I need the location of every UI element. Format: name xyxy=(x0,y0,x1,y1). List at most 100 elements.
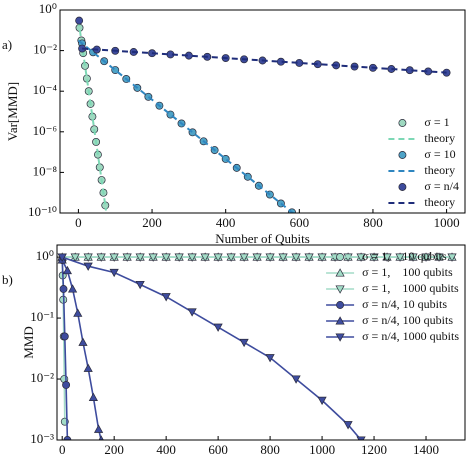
y-tick-label: 10⁻² xyxy=(33,42,57,57)
x-tick-label: 800 xyxy=(363,215,383,230)
marker xyxy=(60,332,69,341)
marker xyxy=(83,253,93,262)
marker xyxy=(265,354,275,363)
marker xyxy=(109,253,119,262)
y-tick-label: 10⁻¹⁰ xyxy=(28,204,57,219)
x-tick-label: 200 xyxy=(104,442,124,457)
marker xyxy=(135,253,145,262)
legend-marker xyxy=(398,183,407,191)
marker xyxy=(265,253,275,262)
legend-label: σ = 1, 100 qubits xyxy=(362,265,453,279)
axes-frame xyxy=(56,244,466,441)
y-tick-label: 10⁻³ xyxy=(30,431,54,446)
marker xyxy=(62,265,72,275)
legend-label: σ = n/4 xyxy=(424,179,459,193)
series-line xyxy=(61,259,102,440)
marker xyxy=(213,323,223,332)
marker xyxy=(421,253,431,262)
marker xyxy=(83,363,93,372)
legend-marker xyxy=(336,301,345,309)
marker xyxy=(434,253,444,262)
legend-label: σ = n/4, 100 qubits xyxy=(362,313,453,327)
panel: a) 0 200 400 600 800 1000 10⁰ 10⁻² 10⁻⁴ 10⁻⁶ 10⁻⁸ 10… xyxy=(2,1,466,246)
plot-area xyxy=(75,16,451,213)
legend-label: theory xyxy=(424,195,455,209)
marker xyxy=(278,253,288,262)
legend-marker xyxy=(335,268,345,277)
panel-label: a) xyxy=(2,37,12,52)
x-tick-label: 600 xyxy=(208,442,228,457)
x-tick-label: 0 xyxy=(75,215,82,230)
legend-marker xyxy=(335,316,345,325)
legend-label: σ = n/4, 1000 qubits xyxy=(362,329,459,343)
marker xyxy=(252,253,262,262)
plot-area xyxy=(57,252,457,440)
marker xyxy=(304,253,314,262)
marker xyxy=(356,253,366,262)
marker xyxy=(57,253,67,262)
legend: σ = 1 theory σ = 10 theory σ = n/4 theory xyxy=(388,115,459,209)
legend-label: σ = 1, 10 qubits xyxy=(362,249,447,263)
marker xyxy=(83,262,93,271)
marker xyxy=(447,253,457,262)
marker xyxy=(187,308,197,317)
marker xyxy=(291,253,301,262)
marker xyxy=(148,253,158,262)
marker xyxy=(239,253,249,262)
marker xyxy=(109,268,119,278)
axes-frame xyxy=(59,9,466,214)
legend-marker xyxy=(336,253,345,261)
x-tick-label: 1400 xyxy=(413,442,439,457)
series-line xyxy=(82,47,447,74)
marker xyxy=(369,253,379,262)
legend-label: theory xyxy=(424,131,455,145)
marker xyxy=(382,253,392,262)
marker xyxy=(356,436,366,440)
marker xyxy=(135,280,145,290)
legend-label: σ = 10 xyxy=(424,147,455,161)
marker xyxy=(161,253,171,262)
legend-marker xyxy=(398,119,407,127)
marker xyxy=(174,253,184,262)
marker xyxy=(59,285,68,293)
marker xyxy=(78,337,88,346)
marker xyxy=(317,253,327,262)
marker xyxy=(408,253,418,262)
y-tick-label: 10⁰ xyxy=(36,248,54,263)
marker xyxy=(93,424,104,433)
legend-marker xyxy=(335,285,345,294)
marker xyxy=(343,421,353,430)
marker xyxy=(200,253,210,262)
x-tick-label: 800 xyxy=(260,442,280,457)
y-tick-label: 10⁻⁶ xyxy=(33,123,57,138)
legend-label: σ = 1, 1000 qubits xyxy=(362,281,459,295)
legend-marker xyxy=(335,333,345,342)
y-tick-label: 10⁻² xyxy=(30,370,54,385)
marker xyxy=(88,392,98,401)
y-tick-label: 10⁻⁸ xyxy=(33,163,58,178)
marker xyxy=(96,253,106,262)
marker xyxy=(239,338,249,348)
x-tick-label: 1200 xyxy=(361,442,387,457)
x-tick-label: 0 xyxy=(59,442,66,457)
marker xyxy=(187,253,197,262)
panel-label: b) xyxy=(2,272,13,287)
y-tick-label: 10⁻¹ xyxy=(30,309,54,324)
y-axis-label: MMD xyxy=(21,326,36,359)
marker xyxy=(73,308,83,317)
marker xyxy=(70,253,80,262)
x-tick-label: 200 xyxy=(142,215,162,230)
x-tick-label: 400 xyxy=(156,442,176,457)
legend-label: σ = n/4, 10 qubits xyxy=(362,297,447,311)
series-line xyxy=(77,39,295,213)
marker xyxy=(122,253,132,262)
marker xyxy=(317,396,327,406)
marker xyxy=(395,253,405,262)
panel: b) 0 200 400 600 800 1000 1200 1400 10⁰ 10⁻¹ 10⁻² 10… xyxy=(2,244,466,458)
marker xyxy=(62,380,71,389)
series-line xyxy=(61,256,362,440)
legend-label: σ = 1 xyxy=(424,115,449,129)
y-axis-label: Var[MMD] xyxy=(5,82,20,141)
marker xyxy=(213,253,223,262)
